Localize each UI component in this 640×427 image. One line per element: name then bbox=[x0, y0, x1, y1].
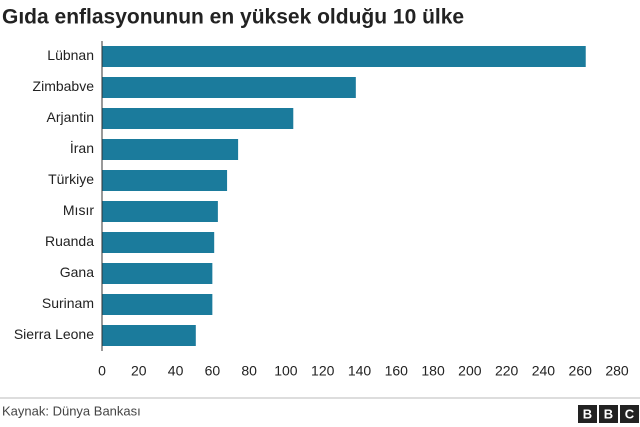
x-tick-label: 0 bbox=[98, 363, 106, 379]
bar bbox=[102, 263, 213, 284]
y-tick-label: Surinam bbox=[42, 295, 94, 311]
chart-title: Gıda enflasyonunun en yüksek olduğu 10 ü… bbox=[2, 6, 464, 29]
y-tick-label: Mısır bbox=[63, 202, 94, 218]
x-tick-label: 160 bbox=[385, 363, 409, 379]
bar bbox=[102, 201, 218, 222]
x-tick-label: 220 bbox=[495, 363, 519, 379]
y-tick-label: Zimbabve bbox=[33, 78, 95, 94]
bar bbox=[102, 108, 294, 129]
x-tick-label: 240 bbox=[532, 363, 556, 379]
x-tick-label: 280 bbox=[605, 363, 629, 379]
bar bbox=[102, 294, 213, 315]
y-tick-label: İran bbox=[70, 139, 94, 156]
logo-letter: B bbox=[604, 406, 613, 421]
bar bbox=[102, 46, 586, 67]
logo-box bbox=[620, 405, 639, 423]
bar bbox=[102, 77, 356, 98]
x-tick-label: 80 bbox=[241, 363, 257, 379]
y-tick-label: Ruanda bbox=[45, 233, 94, 249]
x-tick-label: 20 bbox=[131, 363, 147, 379]
source: Kaynak: Dünya Bankası bbox=[2, 403, 141, 418]
logo-box bbox=[599, 405, 618, 423]
bar bbox=[102, 325, 196, 346]
y-tick-label: Sierra Leone bbox=[14, 326, 94, 342]
logo-letter: B bbox=[583, 406, 592, 421]
bar bbox=[102, 139, 239, 160]
x-tick-label: 200 bbox=[458, 363, 482, 379]
x-tick-label: 60 bbox=[205, 363, 221, 379]
x-tick-label: 180 bbox=[421, 363, 445, 379]
y-tick-label: Lübnan bbox=[47, 47, 94, 63]
y-tick-label: Türkiye bbox=[48, 171, 94, 187]
x-tick-label: 140 bbox=[348, 363, 372, 379]
x-tick-label: 120 bbox=[311, 363, 335, 379]
bar bbox=[102, 232, 215, 253]
bar bbox=[102, 170, 228, 191]
x-tick-label: 100 bbox=[274, 363, 298, 379]
y-tick-label: Arjantin bbox=[47, 109, 94, 125]
x-tick-label: 40 bbox=[168, 363, 184, 379]
x-tick-label: 260 bbox=[569, 363, 593, 379]
logo-box bbox=[578, 405, 597, 423]
logo-letter: C bbox=[625, 406, 635, 421]
y-tick-label: Gana bbox=[60, 264, 94, 280]
